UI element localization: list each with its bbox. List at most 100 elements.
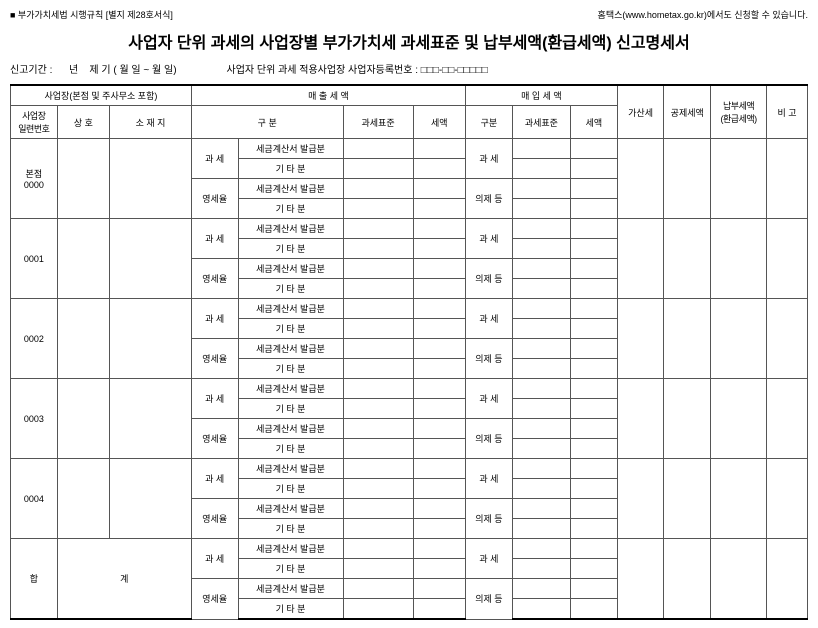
cell [512, 379, 570, 399]
cell [512, 459, 570, 479]
cell [512, 339, 570, 359]
cell-p-gwase: 과 세 [466, 379, 513, 419]
cell [413, 399, 466, 419]
col-ptaxbase: 과세표준 [512, 106, 570, 139]
col-note: 비 고 [767, 85, 808, 139]
cell [711, 459, 767, 539]
cell [343, 359, 413, 379]
cell [512, 139, 570, 159]
cell-addr [110, 219, 192, 299]
cell [512, 419, 570, 439]
cell-addr [110, 139, 192, 219]
cell [571, 199, 618, 219]
cell [413, 259, 466, 279]
col-deduction: 공제세액 [664, 85, 711, 139]
cell [512, 579, 570, 599]
cell-p-uiije: 의제 등 [466, 259, 513, 299]
cell [413, 479, 466, 499]
cell [512, 399, 570, 419]
cell [767, 379, 808, 459]
period-label: 신고기간 : [10, 65, 55, 76]
cell-name [57, 379, 110, 459]
cell-yeongse: 영세율 [191, 499, 238, 539]
cell [617, 459, 664, 539]
cell-gwase: 과 세 [191, 299, 238, 339]
col-addition: 가산세 [617, 85, 664, 139]
period-year: 년 [69, 65, 78, 76]
col-tax: 세액 [413, 106, 466, 139]
cell [571, 319, 618, 339]
cell [571, 399, 618, 419]
cell [413, 459, 466, 479]
cell [512, 219, 570, 239]
cell-etc: 기 타 분 [238, 559, 343, 579]
cell [512, 439, 570, 459]
cell [512, 499, 570, 519]
cell [343, 459, 413, 479]
cell [711, 379, 767, 459]
cell-gwase: 과 세 [191, 139, 238, 179]
cell [343, 239, 413, 259]
cell [512, 279, 570, 299]
cell-etc: 기 타 분 [238, 199, 343, 219]
cell [413, 279, 466, 299]
cell-p-uiije: 의제 등 [466, 499, 513, 539]
cell-p-uiije: 의제 등 [466, 419, 513, 459]
main-table: 사업장(본점 및 주사무소 포함) 매 출 세 액 매 입 세 액 가산세 공제… [10, 84, 808, 620]
cell [571, 559, 618, 579]
cell-name [57, 299, 110, 379]
cell-gwase: 과 세 [191, 219, 238, 259]
cell [343, 579, 413, 599]
col-bizno: 사업장 일련번호 [11, 106, 58, 139]
cell-etc: 기 타 분 [238, 399, 343, 419]
cell [413, 179, 466, 199]
cell [571, 179, 618, 199]
row-seq: 0003 [11, 379, 58, 459]
cell [343, 519, 413, 539]
cell [512, 359, 570, 379]
cell-yeongse: 영세율 [191, 259, 238, 299]
cell [413, 319, 466, 339]
cell [512, 259, 570, 279]
cell-addr [110, 379, 192, 459]
cell [571, 239, 618, 259]
cell-etc: 기 타 분 [238, 359, 343, 379]
cell-gwase: 과 세 [191, 379, 238, 419]
col-taxbase: 과세표준 [343, 106, 413, 139]
cell-invoice: 세금계산서 발급분 [238, 259, 343, 279]
col-addr: 소 재 지 [110, 106, 192, 139]
cell [767, 219, 808, 299]
cell [711, 219, 767, 299]
cell [664, 219, 711, 299]
cell [413, 499, 466, 519]
cell [512, 319, 570, 339]
cell [413, 559, 466, 579]
cell [767, 459, 808, 539]
cell-name [57, 139, 110, 219]
cell [343, 539, 413, 559]
cell [571, 599, 618, 620]
cell [571, 359, 618, 379]
col-pclass: 구분 [466, 106, 513, 139]
cell [711, 139, 767, 219]
cell [571, 439, 618, 459]
cell-etc: 기 타 분 [238, 519, 343, 539]
page-title: 사업자 단위 과세의 사업장별 부가가치세 과세표준 및 납부세액(환급세액) … [10, 29, 808, 53]
cell [571, 339, 618, 359]
cell-p-gwase: 과 세 [466, 539, 513, 579]
cell-p-gwase: 과 세 [466, 299, 513, 339]
hometax-note: 홈택스(www.hometax.go.kr)에서도 신청할 수 있습니다. [598, 8, 808, 21]
cell [571, 279, 618, 299]
cell [413, 379, 466, 399]
cell [512, 239, 570, 259]
cell [571, 379, 618, 399]
cell-invoice: 세금계산서 발급분 [238, 459, 343, 479]
cell [571, 219, 618, 239]
cell [571, 539, 618, 559]
cell [343, 259, 413, 279]
cell [571, 299, 618, 319]
cell-invoice: 세금계산서 발급분 [238, 539, 343, 559]
cell [664, 459, 711, 539]
cell-p-gwase: 과 세 [466, 219, 513, 259]
cell-name [57, 459, 110, 539]
